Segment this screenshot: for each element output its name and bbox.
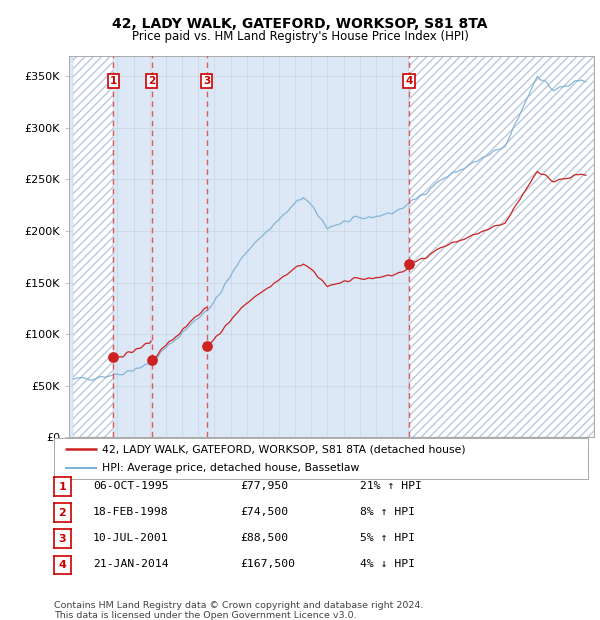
Text: 21% ↑ HPI: 21% ↑ HPI [360,481,422,491]
Text: 2: 2 [59,508,66,518]
Point [404,260,414,270]
Text: 2: 2 [148,76,155,86]
Text: £74,500: £74,500 [240,507,288,517]
Text: £88,500: £88,500 [240,533,288,543]
Point [202,341,211,351]
Text: HPI: Average price, detached house, Bassetlaw: HPI: Average price, detached house, Bass… [102,463,359,473]
Text: 42, LADY WALK, GATEFORD, WORKSOP, S81 8TA (detached house): 42, LADY WALK, GATEFORD, WORKSOP, S81 8T… [102,444,466,454]
Text: 4% ↓ HPI: 4% ↓ HPI [360,559,415,569]
Text: 10-JUL-2001: 10-JUL-2001 [93,533,169,543]
Text: 3: 3 [59,534,66,544]
Text: 5% ↑ HPI: 5% ↑ HPI [360,533,415,543]
Text: 8% ↑ HPI: 8% ↑ HPI [360,507,415,517]
Text: This data is licensed under the Open Government Licence v3.0.: This data is licensed under the Open Gov… [54,611,356,620]
Point [147,355,157,365]
Text: 42, LADY WALK, GATEFORD, WORKSOP, S81 8TA: 42, LADY WALK, GATEFORD, WORKSOP, S81 8T… [112,17,488,32]
Text: 4: 4 [58,560,67,570]
Text: 21-JAN-2014: 21-JAN-2014 [93,559,169,569]
Text: 1: 1 [59,482,66,492]
Text: 3: 3 [203,76,210,86]
Text: 1: 1 [110,76,117,86]
Point [109,352,118,361]
Text: £77,950: £77,950 [240,481,288,491]
Text: Contains HM Land Registry data © Crown copyright and database right 2024.: Contains HM Land Registry data © Crown c… [54,601,424,611]
Text: £167,500: £167,500 [240,559,295,569]
Text: Price paid vs. HM Land Registry's House Price Index (HPI): Price paid vs. HM Land Registry's House … [131,30,469,43]
Text: 06-OCT-1995: 06-OCT-1995 [93,481,169,491]
Text: 4: 4 [406,76,413,86]
Text: 18-FEB-1998: 18-FEB-1998 [93,507,169,517]
